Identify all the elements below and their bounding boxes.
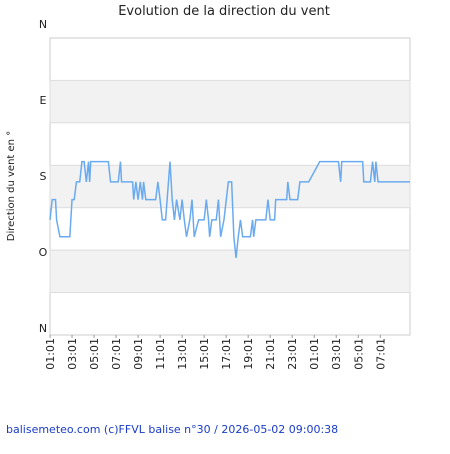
footer: balisemeteo.com (c)FFVL balise n°30 / 20… [6,423,338,436]
x-tick-label: 07:01 [110,338,123,370]
chart-title: Evolution de la direction du vent [118,4,330,19]
x-tick-label: 05:01 [352,338,365,370]
y-tick-label: S [40,170,47,183]
y-tick-label: N [39,322,47,335]
x-tick-label: 21:01 [264,338,277,370]
x-tick-label: 09:01 [132,338,145,370]
x-tick-label: 11:01 [154,338,167,370]
y-axis-label: Direction du vent en ° [6,131,17,241]
x-tick-label: 07:01 [374,338,387,370]
y-tick-label: O [39,246,48,259]
x-tick-label: 19:01 [242,338,255,370]
x-tick-label: 01:01 [308,338,321,370]
bands [49,37,411,336]
y-tick-label: E [40,94,47,107]
x-tick-label: 01:01 [44,338,57,370]
x-tick-label: 15:01 [198,338,211,370]
x-tick-label: 17:01 [220,338,233,370]
y-tick-label: N [39,18,47,31]
x-tick-label: 23:01 [286,338,299,370]
data-line [49,160,410,258]
x-tick-label: 05:01 [88,338,101,370]
x-tick-label: 03:01 [330,338,343,370]
x-tick-label: 03:01 [66,338,79,370]
x-tick-label: 13:01 [176,338,189,370]
